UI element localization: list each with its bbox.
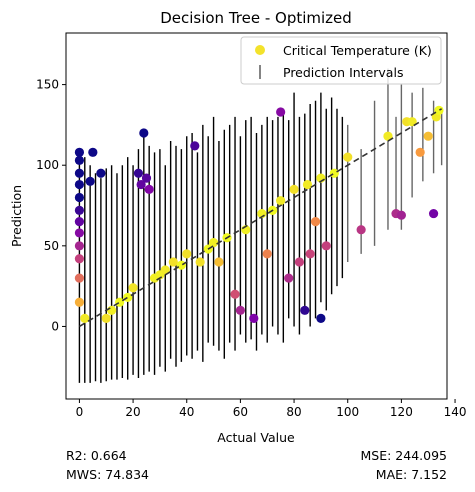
x-tick-label: 60 [233, 405, 248, 419]
data-point [74, 147, 85, 157]
data-point [230, 289, 240, 299]
prediction-interval-bars [78, 68, 443, 383]
data-point [190, 141, 200, 151]
y-tick-label: 50 [44, 239, 59, 253]
data-point [128, 283, 138, 293]
legend-label-prediction-intervals: Prediction Intervals [283, 65, 403, 80]
data-point [289, 184, 299, 194]
data-point [396, 210, 406, 220]
data-point [74, 273, 85, 283]
data-point [85, 176, 95, 186]
data-point [160, 265, 170, 275]
data-point [262, 249, 272, 259]
data-point [182, 249, 192, 259]
data-point [136, 179, 146, 190]
data-point [74, 254, 85, 264]
y-axis-ticks: 0 50 100 150 [36, 78, 66, 333]
data-point [276, 196, 286, 206]
data-point [107, 305, 117, 315]
x-tick-label: 40 [179, 405, 194, 419]
data-point [74, 241, 85, 251]
legend-box [240, 36, 442, 85]
data-point [310, 217, 321, 227]
x-tick-label: 100 [336, 405, 359, 419]
data-point [214, 257, 224, 267]
y-axis-label: Prediction [9, 185, 24, 247]
data-point [276, 107, 286, 117]
data-point [74, 168, 85, 178]
y-tick-label: 0 [51, 319, 59, 333]
data-point [88, 147, 98, 157]
data-point [284, 273, 294, 283]
metric-r2: R2: 0.664 [66, 448, 127, 463]
data-point [74, 192, 85, 203]
data-point [74, 228, 85, 238]
data-point [294, 257, 305, 267]
y-tick-label: 150 [36, 78, 59, 92]
scatter-points [74, 105, 444, 323]
data-point [139, 128, 149, 138]
data-point [74, 155, 85, 165]
x-tick-label: 0 [76, 405, 84, 419]
data-point [300, 305, 310, 315]
chart-title: Decision Tree - Optimized [160, 9, 352, 27]
legend-marker-dot [255, 45, 265, 55]
metric-mse: MSE: 244.095 [360, 448, 448, 463]
data-point [96, 168, 106, 178]
plot-frame [65, 32, 448, 400]
data-point [415, 147, 425, 157]
data-point [168, 257, 178, 267]
data-point [383, 131, 393, 141]
reference-diagonal-line [79, 108, 443, 328]
data-point [176, 260, 186, 270]
x-tick-label: 120 [390, 405, 413, 419]
data-point [305, 249, 315, 259]
data-point [423, 131, 433, 141]
data-point [144, 184, 154, 194]
data-point [428, 208, 439, 219]
data-point [74, 217, 85, 227]
data-point [74, 179, 85, 190]
y-tick-label: 100 [36, 158, 59, 172]
data-point [80, 313, 90, 323]
data-point [208, 238, 219, 248]
data-point [302, 179, 313, 190]
metric-mae: MAE: 7.152 [375, 467, 447, 482]
data-point [343, 152, 353, 162]
data-point [249, 313, 259, 323]
data-point [133, 168, 144, 178]
data-point [434, 105, 444, 115]
data-point [356, 225, 366, 235]
data-point [235, 305, 246, 315]
x-axis-label: Actual Value [217, 430, 295, 445]
metric-mws: MWS: 74.834 [66, 467, 150, 482]
x-axis-ticks: 0 20 40 60 80 100 120 140 [76, 399, 467, 419]
legend-label-critical-temperature: Critical Temperature (K) [283, 43, 432, 58]
data-point [321, 241, 331, 251]
data-point [141, 173, 152, 183]
data-point [74, 297, 85, 307]
legend: Critical Temperature (K) Prediction Inte… [240, 36, 442, 85]
x-tick-label: 20 [125, 405, 140, 419]
data-point [101, 313, 111, 323]
data-point [316, 313, 326, 323]
x-tick-label: 80 [286, 405, 301, 419]
data-point [74, 205, 85, 215]
data-point [195, 257, 205, 267]
x-tick-label: 140 [444, 405, 467, 419]
data-point [407, 117, 417, 127]
